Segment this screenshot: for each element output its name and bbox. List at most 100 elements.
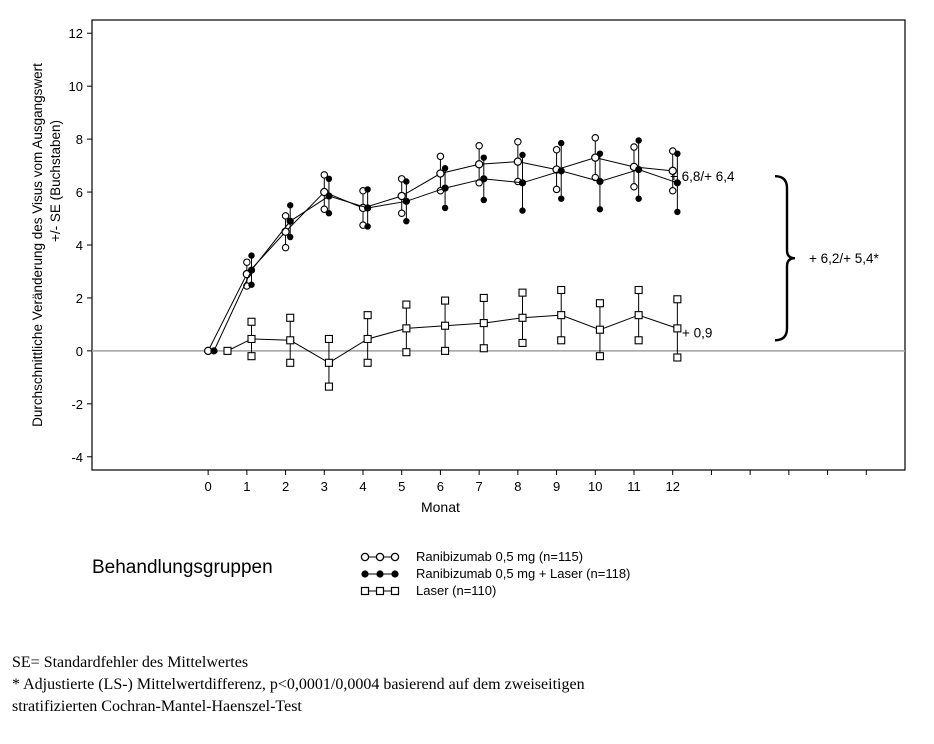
data-point: [480, 175, 488, 183]
legend-label: Ranibizumab 0,5 mg + Laser (n=118): [416, 566, 631, 581]
error-cap: [281, 243, 290, 252]
x-tick-label: 12: [665, 479, 679, 494]
error-cap: [363, 311, 372, 320]
error-cap: [479, 293, 488, 302]
error-cap: [402, 300, 411, 309]
legend: Ranibizumab 0,5 mg (n=115) Ranibizumab 0…: [360, 548, 630, 599]
error-cap: [364, 186, 371, 193]
y-tick-label: -2: [71, 397, 83, 412]
x-tick-label: 5: [398, 479, 405, 494]
data-point: [668, 166, 677, 176]
footnote-adjusted: * Adjustierte (LS-) Mittelwertdifferenz,…: [12, 676, 585, 693]
error-cap: [635, 195, 642, 202]
x-tick-label: 8: [514, 479, 521, 494]
error-cap: [518, 338, 527, 347]
error-cap: [552, 145, 561, 154]
y-axis-label: Durchschnittliche Veränderung des Visus …: [30, 63, 45, 427]
x-tick-label: 1: [243, 479, 250, 494]
error-cap: [596, 150, 604, 157]
data-point: [673, 324, 682, 333]
error-cap: [557, 336, 566, 345]
x-tick-label: 10: [588, 479, 602, 494]
y-tick-label: 6: [76, 185, 83, 200]
error-cap: [519, 207, 526, 214]
error-cap: [247, 352, 256, 361]
data-point: [247, 334, 256, 344]
error-cap: [630, 183, 638, 191]
open-circle-marker-icon: [360, 552, 400, 561]
footnotes: SE= Standardfehler des Mittelwertes * Ad…: [12, 652, 585, 718]
error-cap: [286, 313, 295, 322]
error-cap: [674, 150, 681, 157]
error-cap: [634, 336, 643, 345]
error-cap: [552, 185, 561, 194]
data-point: [673, 179, 681, 187]
error-cap: [673, 295, 682, 304]
annotations: + 6,8/+ 6,4 + 0,9 + 6,2/+ 5,4*: [670, 169, 880, 342]
error-cap: [403, 178, 410, 185]
data-point: [513, 157, 523, 166]
error-cap: [557, 285, 566, 295]
error-cap: [441, 165, 449, 172]
error-cap: [287, 233, 294, 241]
error-cap: [248, 281, 255, 288]
error-cap: [475, 141, 483, 150]
data-point: [557, 167, 565, 175]
x-tick-label: 0: [205, 479, 212, 494]
y-tick-label: 4: [76, 238, 83, 253]
error-cap: [320, 171, 329, 179]
error-cap: [324, 334, 333, 344]
error-cap: [595, 299, 604, 308]
data-point: [402, 197, 410, 205]
error-cap: [403, 217, 410, 225]
data-point: [441, 321, 450, 330]
data-point: [595, 325, 604, 334]
plot-frame: [91, 19, 906, 471]
error-cap: [325, 175, 333, 183]
data-point: [596, 177, 604, 186]
error-cap: [325, 210, 333, 217]
y-tick-label: 10: [69, 79, 83, 94]
x-tick-label: 9: [553, 479, 560, 494]
y-tick-label: 0: [76, 344, 83, 359]
data-point: [518, 313, 527, 322]
data-point: [479, 319, 488, 328]
error-cap: [558, 139, 565, 147]
error-cap: [596, 206, 604, 213]
annotation-difference: + 6,2/+ 5,4*: [809, 251, 880, 266]
y-axis-label-sub: +/- SE (Buchstaben): [48, 120, 63, 242]
legend-label: Ranibizumab 0,5 mg (n=115): [416, 549, 584, 564]
y-tick-label: 12: [69, 26, 83, 41]
footnote-se: SE= Standardfehler des Mittelwertes: [12, 654, 249, 671]
data-point: [557, 311, 566, 320]
y-tick-label: 8: [76, 132, 83, 147]
error-cap: [480, 196, 487, 204]
data-point: [591, 153, 600, 162]
error-cap: [286, 358, 295, 367]
x-tick-label: 7: [476, 479, 483, 494]
error-cap: [324, 382, 333, 391]
error-cap: [518, 288, 527, 297]
data-point: [441, 184, 449, 192]
data-point: [634, 311, 643, 320]
error-cap: [673, 353, 682, 362]
series-2: [223, 285, 682, 391]
data-point: [247, 266, 256, 274]
footnote-adjusted-cont: stratifizierten Cochran-Mantel-Haenszel-…: [12, 698, 302, 715]
error-cap: [558, 195, 565, 202]
error-cap: [479, 344, 488, 353]
data-point: [474, 160, 484, 169]
data-point: [281, 227, 290, 236]
error-cap: [480, 154, 487, 161]
annotation-ranibizumab: + 6,8/+ 6,4: [670, 169, 735, 184]
bracket: [774, 174, 796, 342]
error-cap: [674, 208, 681, 216]
open-square-marker-icon: [360, 586, 400, 595]
data-point: [210, 347, 218, 355]
series-1: [210, 137, 681, 355]
legend-title: Behandlungsgruppen: [92, 557, 273, 578]
x-tick-label: 6: [437, 479, 444, 494]
series-line: [227, 314, 678, 364]
